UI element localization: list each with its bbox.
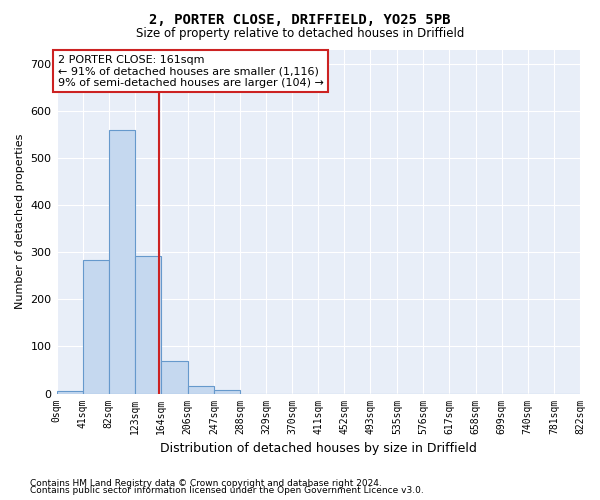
Bar (214, 390, 240, 394)
Bar (161, 360, 188, 394)
Y-axis label: Number of detached properties: Number of detached properties (15, 134, 25, 310)
Bar (83, 260, 109, 394)
Text: Size of property relative to detached houses in Driffield: Size of property relative to detached ho… (136, 28, 464, 40)
Bar (56, 391, 83, 394)
Text: Contains HM Land Registry data © Crown copyright and database right 2024.: Contains HM Land Registry data © Crown c… (30, 478, 382, 488)
Text: Contains public sector information licensed under the Open Government Licence v3: Contains public sector information licen… (30, 486, 424, 495)
Bar (109, 130, 135, 394)
Text: 2, PORTER CLOSE, DRIFFIELD, YO25 5PB: 2, PORTER CLOSE, DRIFFIELD, YO25 5PB (149, 12, 451, 26)
X-axis label: Distribution of detached houses by size in Driffield: Distribution of detached houses by size … (160, 442, 477, 455)
Text: 2 PORTER CLOSE: 161sqm
← 91% of detached houses are smaller (1,116)
9% of semi-d: 2 PORTER CLOSE: 161sqm ← 91% of detached… (58, 54, 323, 88)
Bar (188, 386, 214, 394)
Bar (135, 256, 161, 394)
